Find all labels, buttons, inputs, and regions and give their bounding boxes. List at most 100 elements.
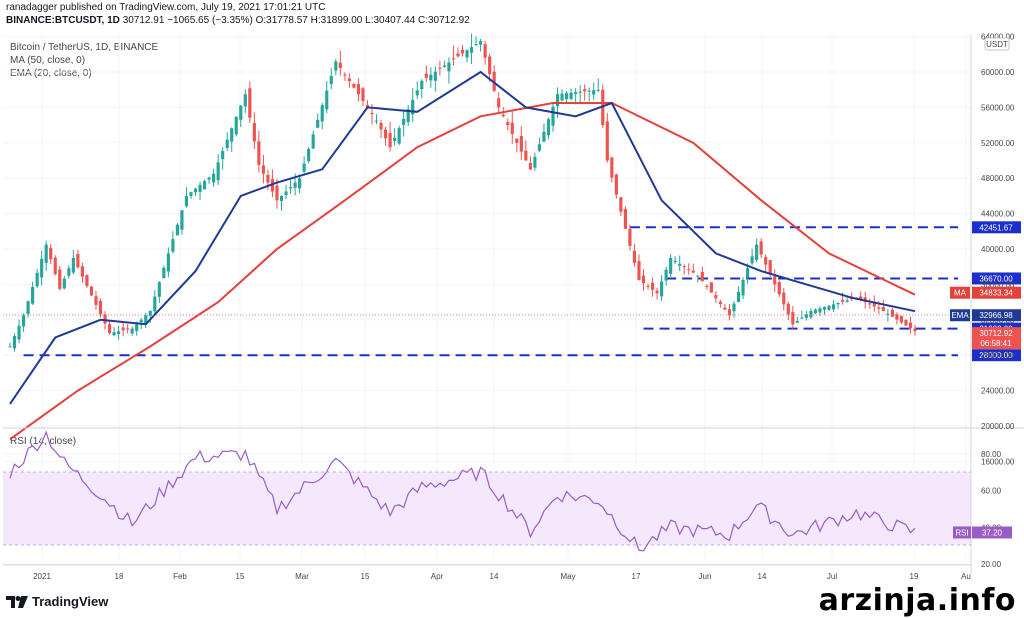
candle-body bbox=[506, 122, 510, 126]
time-tick: 18 bbox=[115, 572, 124, 581]
candle-body bbox=[144, 315, 148, 325]
candle-body bbox=[370, 112, 374, 115]
candle-body bbox=[175, 224, 180, 236]
price-change: −1065.65 (−3.35%) bbox=[167, 15, 253, 26]
rsi-tick: 20.00 bbox=[981, 560, 1002, 569]
price-tag bbox=[972, 286, 1021, 299]
ohlc-low: 30407.44 bbox=[373, 15, 416, 26]
time-tick: 17 bbox=[632, 572, 641, 581]
candle-body bbox=[153, 296, 157, 312]
candle-body bbox=[764, 257, 768, 265]
candle-body bbox=[741, 279, 745, 296]
candle-body bbox=[469, 47, 474, 53]
candle-body bbox=[895, 314, 899, 320]
candle-body bbox=[239, 105, 243, 120]
candle-body bbox=[800, 317, 804, 319]
candle-body bbox=[524, 150, 528, 161]
candle-body bbox=[193, 188, 198, 193]
candle-body bbox=[8, 346, 12, 348]
ma50-line bbox=[9, 102, 916, 441]
tradingview-brand: TradingView bbox=[32, 594, 109, 609]
ma-tag-name: MA bbox=[954, 289, 967, 298]
candle-body bbox=[53, 257, 57, 275]
legend-ema[interactable]: EMA (20, close, 0) bbox=[10, 68, 92, 79]
candle-body bbox=[831, 304, 836, 310]
candle-body bbox=[89, 286, 94, 296]
rsi-line bbox=[9, 430, 916, 552]
candle-body bbox=[334, 61, 338, 71]
candle-body bbox=[126, 328, 130, 330]
price-tag-label: 32966.98 bbox=[979, 311, 1013, 320]
candle-body bbox=[614, 174, 618, 195]
legend-ma[interactable]: MA (50, close, 0) bbox=[10, 55, 86, 66]
candle-body bbox=[488, 56, 492, 75]
ohlc-open-label: O: bbox=[255, 15, 267, 26]
candle-body bbox=[908, 322, 913, 329]
candle-body bbox=[17, 325, 21, 340]
candle-body bbox=[904, 320, 908, 326]
candle-body bbox=[583, 89, 587, 92]
candle-body bbox=[745, 268, 750, 278]
tradingview-icon bbox=[6, 595, 28, 608]
legend-rsi[interactable]: RSI (14, close) bbox=[10, 436, 77, 447]
candle-body bbox=[515, 138, 519, 143]
time-tick: May bbox=[560, 572, 575, 581]
candle-body bbox=[402, 118, 406, 126]
candle-body bbox=[813, 309, 818, 314]
candle-body bbox=[325, 90, 329, 110]
price-tick: 60000.00 bbox=[981, 68, 1015, 77]
candle-body bbox=[723, 307, 727, 310]
tradingview-logo[interactable]: TradingView bbox=[6, 594, 108, 609]
candle-body bbox=[868, 303, 872, 305]
candle-body bbox=[705, 285, 709, 287]
candle-body bbox=[619, 197, 623, 212]
candle-body bbox=[601, 89, 605, 126]
candle-body bbox=[356, 84, 361, 95]
legend-pair[interactable]: Bitcoin / TetherUS, 1D, BINANCE bbox=[10, 42, 159, 53]
ohlc-open: 31778.57 bbox=[266, 15, 308, 26]
candle-body bbox=[383, 129, 388, 139]
candle-body bbox=[162, 267, 166, 279]
candle-body bbox=[574, 92, 578, 94]
rsi-tag bbox=[972, 526, 1012, 539]
ohlc-high: 31899.00 bbox=[320, 15, 363, 26]
candle-body bbox=[623, 209, 627, 229]
candle-body bbox=[424, 73, 428, 78]
rsi-tick: 60.00 bbox=[981, 487, 1002, 496]
time-tick: Jul bbox=[827, 572, 837, 581]
candle-body bbox=[451, 58, 456, 60]
candle-body bbox=[773, 276, 777, 285]
candle-body bbox=[691, 270, 695, 273]
ema-tag-name: EMA bbox=[951, 311, 969, 320]
candle-body bbox=[592, 90, 596, 95]
candle-body bbox=[320, 105, 324, 122]
price-tag bbox=[972, 327, 1021, 350]
candle-body bbox=[881, 306, 885, 311]
candle-body bbox=[397, 128, 401, 144]
candle-body bbox=[216, 162, 220, 181]
candle-body bbox=[795, 320, 799, 323]
candle-body bbox=[288, 187, 293, 189]
candle-body bbox=[673, 260, 677, 263]
candle-body bbox=[252, 122, 256, 142]
candle-body bbox=[465, 50, 469, 58]
time-tick: Au bbox=[961, 572, 971, 581]
candle-body bbox=[248, 88, 252, 118]
candle-body bbox=[35, 272, 39, 287]
candle-body bbox=[519, 136, 523, 152]
candle-body bbox=[687, 269, 691, 271]
candle-body bbox=[379, 122, 383, 130]
candle-body bbox=[610, 157, 614, 178]
candle-body bbox=[474, 44, 478, 46]
candle-body bbox=[836, 302, 840, 305]
currency-label[interactable]: USDT bbox=[986, 40, 1008, 49]
candle-body bbox=[913, 328, 917, 332]
level-tag-label: 36670.00 bbox=[979, 274, 1013, 283]
candle-body bbox=[121, 327, 125, 331]
time-tick: Apr bbox=[431, 572, 444, 581]
candle-body bbox=[646, 285, 650, 287]
price-tick: 16000.00 bbox=[981, 457, 1015, 466]
candle-body bbox=[98, 300, 103, 315]
currency-button[interactable] bbox=[984, 37, 1010, 51]
